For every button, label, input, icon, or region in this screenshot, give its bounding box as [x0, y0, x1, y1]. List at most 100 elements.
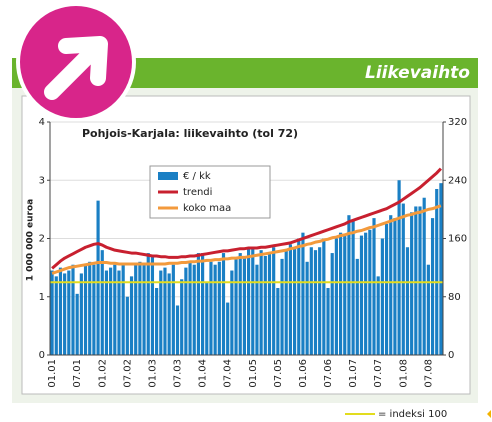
bar	[351, 221, 355, 355]
bar	[280, 258, 284, 355]
bar	[401, 203, 405, 355]
bar	[159, 270, 163, 355]
bar	[213, 264, 217, 355]
bar	[376, 276, 380, 355]
bar	[259, 250, 263, 355]
bar	[104, 270, 109, 355]
bar	[393, 218, 397, 355]
bar	[192, 264, 196, 355]
bar	[338, 232, 343, 355]
bar	[75, 293, 79, 355]
x-tick-label: 01.06	[298, 359, 309, 388]
bar	[142, 264, 146, 355]
bar	[397, 180, 401, 355]
bar	[201, 253, 205, 355]
bar	[71, 264, 75, 355]
bar	[226, 302, 230, 355]
corner-mark	[487, 410, 491, 418]
bar	[355, 258, 359, 355]
bar	[347, 215, 351, 355]
x-tick-label: 01.02	[97, 359, 108, 388]
bar	[184, 267, 188, 355]
bar	[125, 296, 129, 355]
bar	[50, 270, 54, 355]
bar	[217, 261, 221, 355]
arrow-icon	[44, 36, 108, 100]
y2-tick-label: 80	[448, 292, 461, 303]
bar	[405, 247, 410, 355]
bar	[343, 235, 347, 355]
bar	[100, 250, 104, 355]
y2-tick-label: 240	[448, 175, 467, 186]
y-tick-label: 1	[39, 292, 45, 303]
legend-label: trendi	[183, 187, 212, 198]
bar	[234, 258, 238, 355]
bar	[301, 232, 305, 355]
bar	[205, 282, 209, 355]
bar	[263, 255, 267, 355]
bar	[113, 264, 117, 355]
bar	[272, 247, 276, 355]
bar	[138, 261, 142, 355]
x-tick-label: 07.02	[122, 359, 133, 388]
bar	[67, 270, 71, 355]
bar	[242, 255, 246, 355]
bar	[284, 250, 288, 355]
bar	[414, 206, 418, 355]
y-tick-label: 2	[39, 234, 45, 245]
x-tick-label: 01.08	[398, 359, 409, 388]
chart-title: Pohjois-Karjala: liikevaihto (tol 72)	[82, 127, 298, 140]
header-title: Liikevaihto	[365, 63, 470, 83]
bar	[380, 238, 384, 355]
bar	[318, 247, 322, 355]
bar	[364, 232, 368, 355]
legend-label: koko maa	[183, 203, 231, 214]
bar	[426, 264, 430, 355]
x-tick-label: 01.01	[47, 359, 58, 388]
bar	[389, 215, 393, 355]
x-tick-label: 07.01	[72, 359, 83, 388]
bar	[368, 229, 372, 355]
bar	[121, 264, 125, 355]
y2-tick-label: 0	[448, 350, 454, 361]
trend-line	[51, 204, 442, 275]
bar	[418, 206, 422, 355]
bar	[92, 264, 96, 355]
bar	[372, 218, 376, 355]
bar	[146, 253, 150, 355]
bar	[188, 261, 192, 355]
legend-label: € / kk	[183, 171, 211, 182]
bar	[297, 238, 301, 355]
bar	[267, 253, 272, 355]
y-tick-label: 0	[39, 350, 45, 361]
bar	[255, 264, 259, 355]
y-tick-label: 3	[39, 175, 45, 186]
bar	[150, 255, 155, 355]
bar	[221, 253, 226, 355]
x-tick-label: 07.05	[273, 359, 284, 388]
bar	[326, 288, 330, 355]
x-tick-label: 01.05	[248, 359, 259, 388]
x-tick-label: 07.03	[173, 359, 184, 388]
bar	[109, 267, 113, 355]
bar	[305, 261, 309, 355]
bar	[384, 223, 389, 355]
trend-line	[51, 167, 442, 270]
bar	[238, 253, 242, 355]
bar	[96, 200, 100, 355]
bar	[175, 305, 180, 355]
bar	[83, 264, 88, 355]
bar	[54, 276, 58, 355]
legend-swatch	[158, 172, 178, 180]
bar	[167, 273, 171, 355]
x-tick-label: 07.08	[423, 359, 434, 388]
x-tick-label: 01.07	[348, 359, 359, 388]
bar	[251, 247, 255, 355]
bar	[334, 238, 338, 355]
x-tick-label: 07.04	[223, 359, 234, 388]
bar	[276, 288, 280, 355]
bar	[79, 273, 83, 355]
bar	[430, 218, 435, 355]
bar	[435, 188, 439, 355]
y2-tick-label: 160	[448, 234, 467, 245]
